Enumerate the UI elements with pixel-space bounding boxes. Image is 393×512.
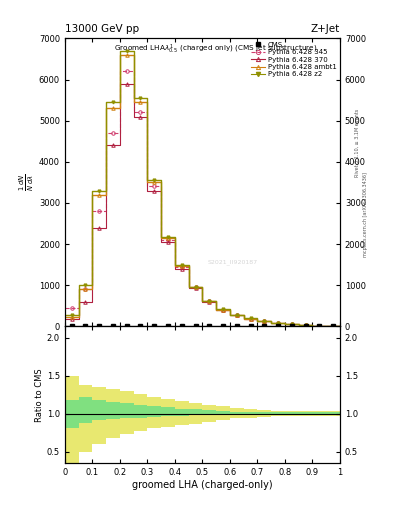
Text: Z+Jet: Z+Jet — [311, 24, 340, 34]
Text: Rivet 3.1.10, ≥ 3.1M events: Rivet 3.1.10, ≥ 3.1M events — [355, 109, 360, 178]
Text: mcplots.cern.ch [arXiv:1306.3436]: mcplots.cern.ch [arXiv:1306.3436] — [363, 173, 368, 258]
Text: 13000 GeV pp: 13000 GeV pp — [65, 24, 139, 34]
Text: S2021_II920187: S2021_II920187 — [208, 259, 258, 265]
Text: Groomed LHA$\lambda^{1}_{0.5}$ (charged only) (CMS jet substructure): Groomed LHA$\lambda^{1}_{0.5}$ (charged … — [114, 42, 318, 56]
Y-axis label: Ratio to CMS: Ratio to CMS — [35, 368, 44, 421]
Y-axis label: $\frac{1}{N}\frac{dN}{d\lambda}$: $\frac{1}{N}\frac{dN}{d\lambda}$ — [18, 174, 36, 191]
X-axis label: groomed LHA (charged-only): groomed LHA (charged-only) — [132, 480, 273, 490]
Legend: CMS, Pythia 6.428 345, Pythia 6.428 370, Pythia 6.428 ambt1, Pythia 6.428 z2: CMS, Pythia 6.428 345, Pythia 6.428 370,… — [251, 42, 336, 77]
